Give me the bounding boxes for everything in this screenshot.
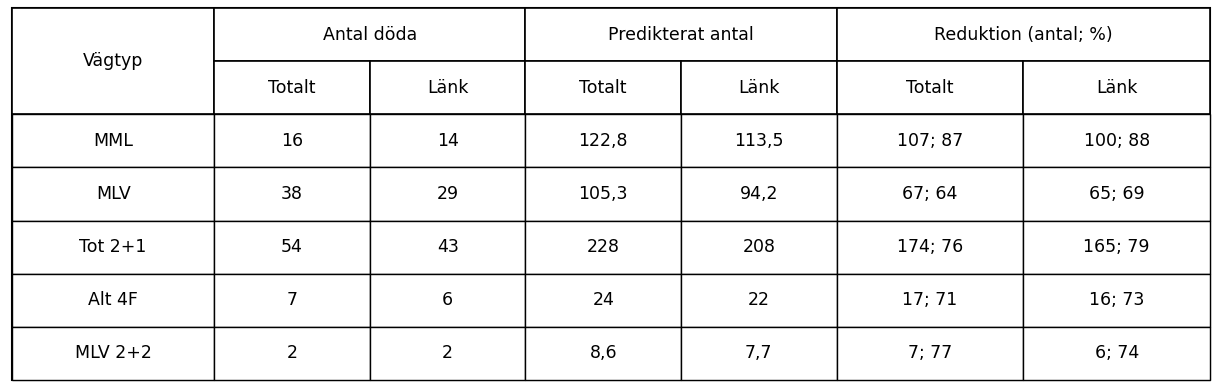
Text: Länk: Länk — [738, 79, 780, 97]
Text: 2: 2 — [442, 345, 453, 362]
Bar — [214, 8, 525, 61]
Text: 228: 228 — [587, 238, 620, 256]
Bar — [12, 114, 214, 168]
Text: Totalt: Totalt — [907, 79, 953, 97]
Text: 8,6: 8,6 — [589, 345, 617, 362]
Text: 14: 14 — [436, 132, 458, 150]
Text: 6; 74: 6; 74 — [1095, 345, 1139, 362]
Bar — [214, 114, 370, 168]
Bar — [1023, 220, 1210, 274]
Bar — [525, 114, 681, 168]
Text: 174; 76: 174; 76 — [897, 238, 963, 256]
Text: Vägtyp: Vägtyp — [83, 52, 143, 70]
Bar — [12, 168, 214, 220]
Bar — [12, 8, 214, 114]
Bar — [12, 220, 214, 274]
Text: 43: 43 — [436, 238, 458, 256]
Bar — [837, 168, 1023, 220]
Text: 7; 77: 7; 77 — [908, 345, 952, 362]
Bar — [214, 220, 370, 274]
Bar — [1023, 274, 1210, 327]
Bar — [837, 114, 1023, 168]
Text: 122,8: 122,8 — [578, 132, 628, 150]
Text: 100; 88: 100; 88 — [1084, 132, 1150, 150]
Text: MLV: MLV — [95, 185, 131, 203]
Text: 29: 29 — [436, 185, 458, 203]
Text: 208: 208 — [742, 238, 775, 256]
Text: Tot 2+1: Tot 2+1 — [79, 238, 147, 256]
Bar — [525, 168, 681, 220]
Bar — [12, 274, 214, 327]
Bar — [525, 220, 681, 274]
Bar — [837, 8, 1210, 61]
Text: Reduktion (antal; %): Reduktion (antal; %) — [934, 26, 1112, 43]
Bar — [837, 327, 1023, 380]
Bar — [1023, 168, 1210, 220]
Bar — [214, 168, 370, 220]
Text: MLV 2+2: MLV 2+2 — [75, 345, 152, 362]
Text: 16: 16 — [281, 132, 303, 150]
Bar — [370, 274, 525, 327]
Bar — [681, 114, 837, 168]
Bar — [681, 274, 837, 327]
Text: 17; 71: 17; 71 — [902, 291, 958, 309]
Text: 54: 54 — [281, 238, 303, 256]
Text: 165; 79: 165; 79 — [1084, 238, 1150, 256]
Text: Predikterat antal: Predikterat antal — [609, 26, 754, 43]
Bar — [525, 327, 681, 380]
Text: 7: 7 — [286, 291, 297, 309]
Bar — [214, 327, 370, 380]
Bar — [837, 61, 1023, 114]
Text: 113,5: 113,5 — [734, 132, 783, 150]
Bar — [12, 327, 214, 380]
Bar — [370, 61, 525, 114]
Text: 105,3: 105,3 — [578, 185, 628, 203]
Bar — [837, 220, 1023, 274]
Text: 7,7: 7,7 — [745, 345, 772, 362]
Text: 22: 22 — [748, 291, 770, 309]
Bar — [837, 274, 1023, 327]
Bar — [681, 220, 837, 274]
Bar — [681, 327, 837, 380]
Text: 16; 73: 16; 73 — [1089, 291, 1144, 309]
Text: 38: 38 — [281, 185, 303, 203]
Text: 65; 69: 65; 69 — [1089, 185, 1145, 203]
Text: Totalt: Totalt — [579, 79, 627, 97]
Bar — [370, 168, 525, 220]
Bar — [214, 274, 370, 327]
Bar — [1023, 61, 1210, 114]
Bar — [681, 168, 837, 220]
Text: Länk: Länk — [1096, 79, 1138, 97]
Bar — [525, 8, 837, 61]
Text: 67; 64: 67; 64 — [902, 185, 958, 203]
Bar — [370, 220, 525, 274]
Text: Alt 4F: Alt 4F — [88, 291, 138, 309]
Text: Totalt: Totalt — [269, 79, 315, 97]
Text: Antal döda: Antal döda — [323, 26, 417, 43]
Bar — [525, 274, 681, 327]
Bar — [214, 61, 370, 114]
Bar — [681, 61, 837, 114]
Text: MML: MML — [93, 132, 133, 150]
Bar — [525, 61, 681, 114]
Bar — [370, 114, 525, 168]
Text: 94,2: 94,2 — [739, 185, 778, 203]
Text: 2: 2 — [286, 345, 297, 362]
Bar — [1023, 114, 1210, 168]
Text: 107; 87: 107; 87 — [897, 132, 963, 150]
Bar — [1023, 327, 1210, 380]
Text: Länk: Länk — [426, 79, 468, 97]
Text: 6: 6 — [442, 291, 453, 309]
Text: 24: 24 — [593, 291, 615, 309]
Bar — [370, 327, 525, 380]
